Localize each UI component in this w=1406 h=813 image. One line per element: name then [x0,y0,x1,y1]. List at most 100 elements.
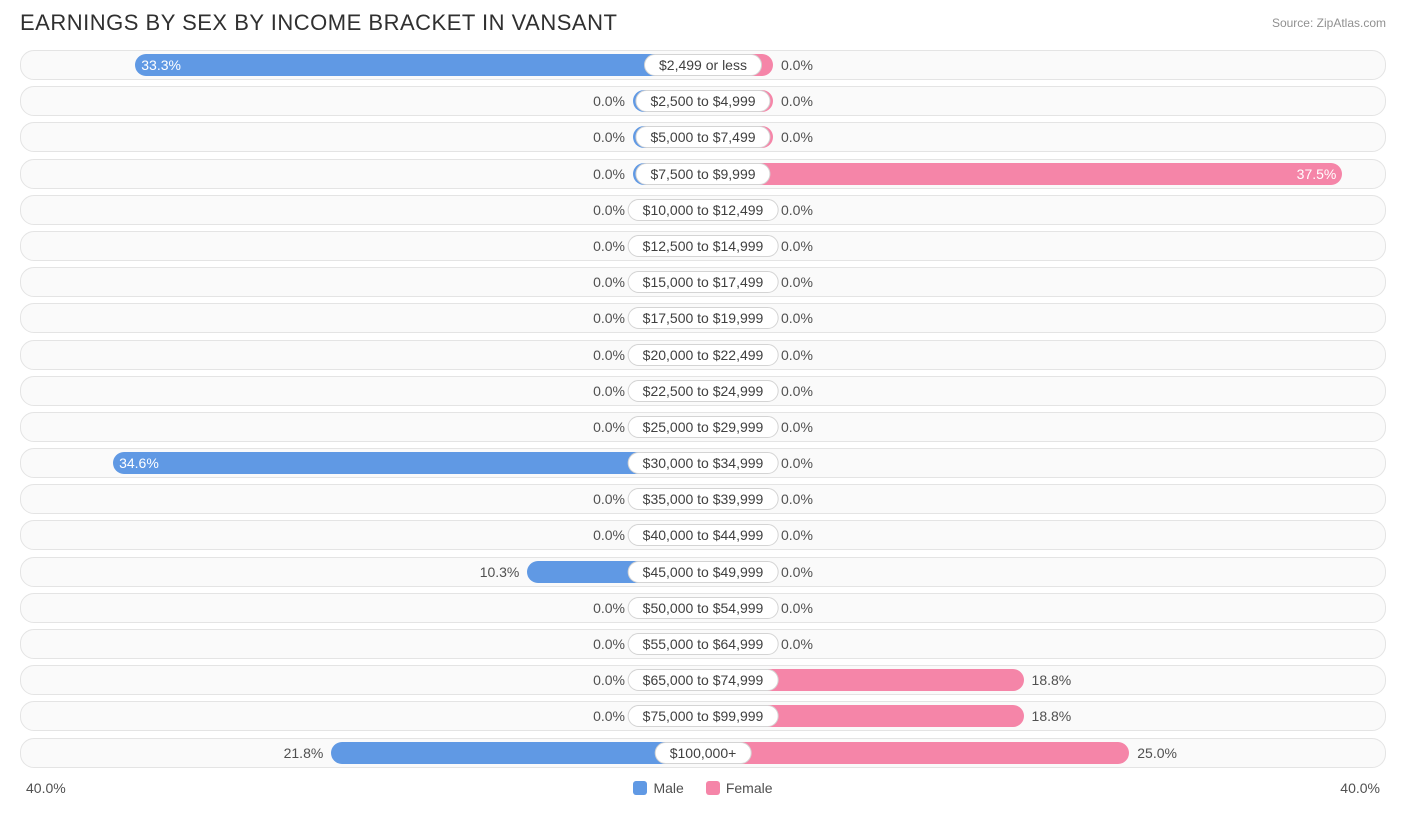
bracket-label: $10,000 to $12,499 [628,199,779,221]
female-half: 0.0% [703,449,1385,477]
axis-right-max: 40.0% [1340,780,1380,796]
female-value-label: 0.0% [781,57,813,73]
male-half: 0.0% [21,521,703,549]
female-value-label: 25.0% [1137,745,1177,761]
male-half: 0.0% [21,232,703,260]
female-value-label: 0.0% [781,238,813,254]
female-half: 0.0% [703,341,1385,369]
male-value-label: 0.0% [593,708,625,724]
male-half: 0.0% [21,123,703,151]
bracket-label: $35,000 to $39,999 [628,488,779,510]
legend-label-male: Male [653,780,683,796]
male-half: 0.0% [21,304,703,332]
female-half: 0.0% [703,304,1385,332]
bracket-label: $2,499 or less [644,54,762,76]
chart-row: 34.6% 0.0%$30,000 to $34,999 [20,448,1386,478]
male-bar: 33.3% [135,54,703,76]
bracket-label: $65,000 to $74,999 [628,669,779,691]
bracket-label: $55,000 to $64,999 [628,633,779,655]
female-value-label: 0.0% [781,564,813,580]
chart-row: 21.8%25.0%$100,000+ [20,738,1386,768]
female-value-label: 0.0% [781,455,813,471]
bracket-label: $45,000 to $49,999 [628,561,779,583]
male-value-label: 0.0% [593,636,625,652]
legend-item-female: Female [706,780,773,796]
bracket-label: $25,000 to $29,999 [628,416,779,438]
bracket-label: $30,000 to $34,999 [628,452,779,474]
female-half: 37.5% [703,160,1385,188]
female-swatch-icon [706,781,720,795]
female-half: 0.0% [703,413,1385,441]
bracket-label: $2,500 to $4,999 [635,90,770,112]
female-half: 25.0% [703,739,1385,767]
chart-row: 0.0%0.0%$35,000 to $39,999 [20,484,1386,514]
female-value-label: 0.0% [781,93,813,109]
chart-area: 33.3%0.0%$2,499 or less0.0%0.0%$2,500 to… [0,42,1406,768]
male-half: 0.0% [21,413,703,441]
male-value-label: 0.0% [593,129,625,145]
chart-row: 0.0%0.0%$22,500 to $24,999 [20,376,1386,406]
bracket-label: $40,000 to $44,999 [628,524,779,546]
male-half: 21.8% [21,739,703,767]
male-half: 0.0% [21,485,703,513]
legend-label-female: Female [726,780,773,796]
chart-row: 33.3% 0.0% $2,499 or less [20,50,1386,80]
male-half: 34.6% [21,449,703,477]
male-value-label: 0.0% [593,202,625,218]
male-bar: 21.8% [331,742,703,764]
male-value-label: 34.6% [119,455,159,471]
female-half: 0.0% [703,521,1385,549]
chart-row: 0.0%0.0%$15,000 to $17,499 [20,267,1386,297]
female-value-label: 0.0% [781,419,813,435]
female-value-label: 37.5% [1297,166,1337,182]
chart-row: 0.0% 0.0%$17,500 to $19,999 [20,303,1386,333]
female-half: 0.0% [703,558,1385,586]
female-value-label: 18.8% [1032,672,1072,688]
bracket-label: $100,000+ [655,742,752,764]
bracket-label: $22,500 to $24,999 [628,380,779,402]
male-half: 0.0% [21,196,703,224]
male-half: 0.0% [21,87,703,115]
bracket-label: $5,000 to $7,499 [635,126,770,148]
female-value-label: 0.0% [781,129,813,145]
male-value-label: 33.3% [141,57,181,73]
male-half: 0.0% [21,594,703,622]
axis-left-max: 40.0% [26,780,66,796]
male-value-label: 0.0% [593,672,625,688]
male-swatch-icon [633,781,647,795]
legend-item-male: Male [633,780,683,796]
male-value-label: 10.3% [480,564,520,580]
chart-source: Source: ZipAtlas.com [1272,16,1386,30]
legend: Male Female [633,780,772,796]
female-half: 0.0% [703,232,1385,260]
chart-row: 0.0%0.0%$12,500 to $14,999 [20,231,1386,261]
female-half: 0.0% [703,594,1385,622]
male-value-label: 0.0% [593,310,625,326]
female-value-label: 0.0% [781,527,813,543]
female-half: 0.0% [703,485,1385,513]
chart-row: 0.0% 0.0%$50,000 to $54,999 [20,593,1386,623]
chart-row: 0.0% 18.8% $65,000 to $74,999 [20,665,1386,695]
female-bar: 25.0% [703,742,1129,764]
male-value-label: 21.8% [284,745,324,761]
bracket-label: $50,000 to $54,999 [628,597,779,619]
male-half: 0.0% [21,666,703,694]
chart-row: 0.0% 37.5% $7,500 to $9,999 [20,159,1386,189]
chart-row: 0.0% 18.8%$75,000 to $99,999 [20,701,1386,731]
female-half: 0.0% [703,377,1385,405]
female-value-label: 0.0% [781,636,813,652]
male-half: 33.3% [21,51,703,79]
bracket-label: $7,500 to $9,999 [635,163,770,185]
chart-row: 10.3% 0.0%$45,000 to $49,999 [20,557,1386,587]
female-half: 18.8% [703,702,1385,730]
male-value-label: 0.0% [593,166,625,182]
female-half: 0.0% [703,268,1385,296]
female-value-label: 0.0% [781,347,813,363]
bracket-label: $17,500 to $19,999 [628,307,779,329]
female-value-label: 0.0% [781,600,813,616]
female-half: 0.0% [703,123,1385,151]
bracket-label: $75,000 to $99,999 [628,705,779,727]
female-half: 0.0% [703,87,1385,115]
bracket-label: $15,000 to $17,499 [628,271,779,293]
chart-row: 0.0% 0.0%$40,000 to $44,999 [20,520,1386,550]
